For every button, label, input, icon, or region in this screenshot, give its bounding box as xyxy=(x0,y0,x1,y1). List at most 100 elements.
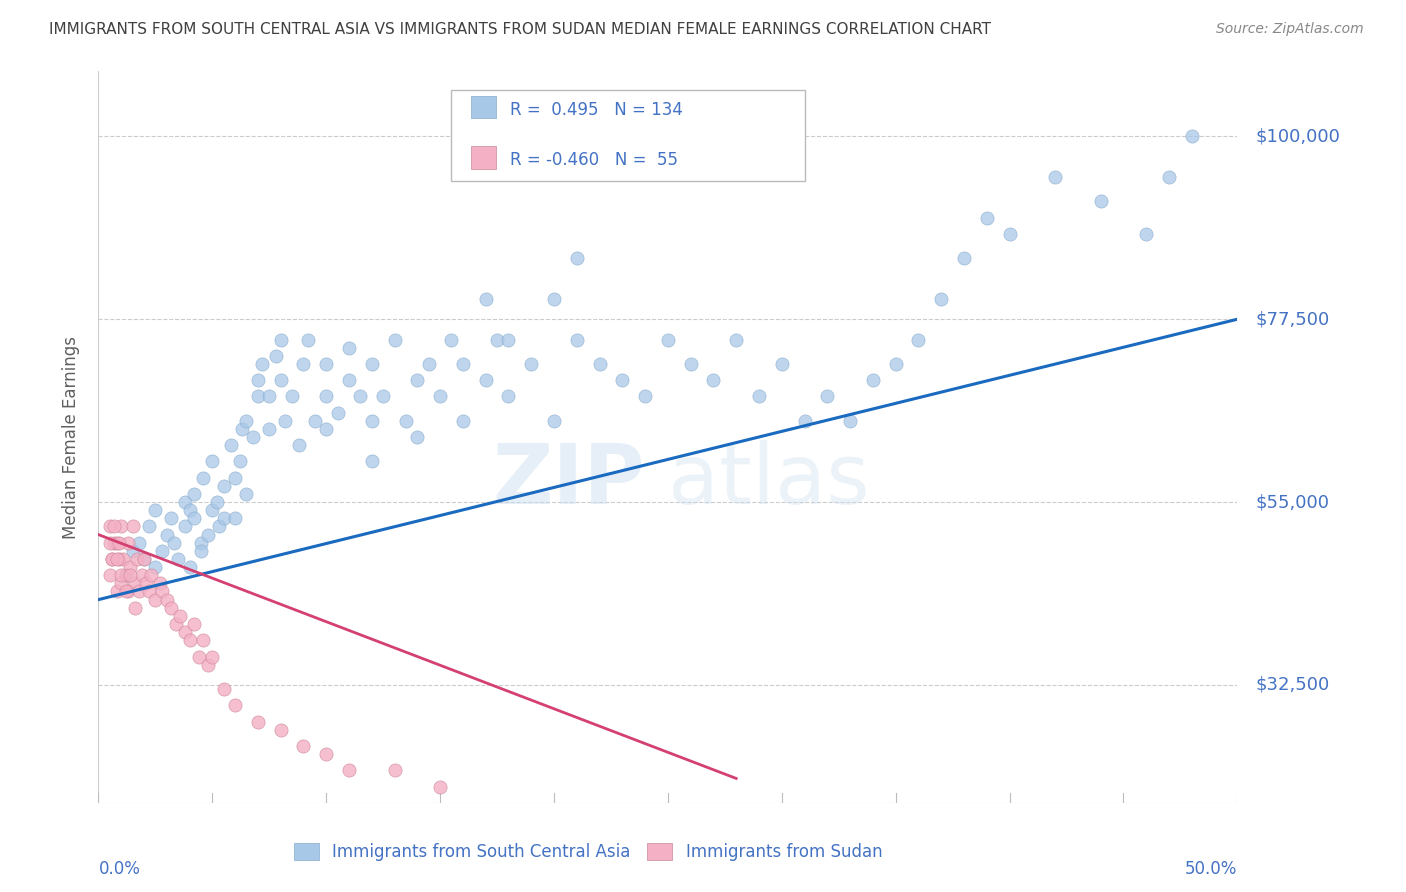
Point xyxy=(565,333,588,347)
Point xyxy=(98,535,121,549)
Text: Source: ZipAtlas.com: Source: ZipAtlas.com xyxy=(1216,22,1364,37)
Point xyxy=(101,552,124,566)
Point xyxy=(815,389,838,403)
Text: atlas: atlas xyxy=(668,441,869,522)
Point xyxy=(120,560,142,574)
Point xyxy=(264,349,287,363)
Point xyxy=(103,519,125,533)
Point xyxy=(208,519,231,533)
Point xyxy=(128,535,150,549)
Point xyxy=(1181,129,1204,144)
Point xyxy=(679,357,702,371)
Point xyxy=(315,422,337,436)
Point xyxy=(105,535,128,549)
Point xyxy=(193,471,215,485)
Point xyxy=(360,357,382,371)
Point xyxy=(138,519,160,533)
Point xyxy=(183,487,205,501)
Point xyxy=(1157,169,1180,184)
Text: $77,500: $77,500 xyxy=(1256,310,1330,328)
Point xyxy=(156,592,179,607)
Point xyxy=(360,454,382,468)
Point xyxy=(165,617,187,632)
Point xyxy=(120,568,142,582)
Point xyxy=(274,414,297,428)
Point xyxy=(270,333,292,347)
Point xyxy=(246,714,269,729)
Point xyxy=(114,568,136,582)
Point xyxy=(315,389,337,403)
Text: R = -0.460   N =  55: R = -0.460 N = 55 xyxy=(509,152,678,169)
Point xyxy=(702,373,724,387)
Point xyxy=(270,373,292,387)
Point xyxy=(183,511,205,525)
Point xyxy=(565,252,588,266)
Point xyxy=(124,600,146,615)
Point xyxy=(429,389,451,403)
Text: $55,000: $55,000 xyxy=(1256,493,1330,511)
Point xyxy=(474,292,496,306)
Point xyxy=(98,568,121,582)
Point xyxy=(252,357,274,371)
Point xyxy=(793,414,815,428)
Point xyxy=(224,511,246,525)
Point xyxy=(228,454,250,468)
Point xyxy=(770,357,793,371)
Point xyxy=(179,633,201,648)
Text: 50.0%: 50.0% xyxy=(1185,860,1237,878)
Point xyxy=(224,471,246,485)
Point xyxy=(114,584,136,599)
Point xyxy=(135,576,157,591)
Point xyxy=(179,560,201,574)
Point xyxy=(212,681,235,696)
Point xyxy=(197,657,219,672)
Point xyxy=(288,438,311,452)
Point xyxy=(224,698,246,713)
Point xyxy=(110,519,132,533)
Text: 0.0%: 0.0% xyxy=(98,860,141,878)
Point xyxy=(219,438,242,452)
Point xyxy=(124,576,146,591)
Point xyxy=(259,422,281,436)
Point xyxy=(212,511,235,525)
Point xyxy=(174,625,197,640)
Point xyxy=(304,414,326,428)
Point xyxy=(259,389,281,403)
Point xyxy=(179,503,201,517)
Point xyxy=(418,357,440,371)
Point xyxy=(174,495,197,509)
Point xyxy=(440,333,463,347)
Legend: Immigrants from South Central Asia, Immigrants from Sudan: Immigrants from South Central Asia, Immi… xyxy=(287,836,889,868)
Point xyxy=(297,333,319,347)
Point xyxy=(498,389,520,403)
FancyBboxPatch shape xyxy=(471,146,496,169)
Text: R =  0.495   N = 134: R = 0.495 N = 134 xyxy=(509,101,682,119)
Point xyxy=(998,227,1021,241)
Point xyxy=(281,389,304,403)
Text: IMMIGRANTS FROM SOUTH CENTRAL ASIA VS IMMIGRANTS FROM SUDAN MEDIAN FEMALE EARNIN: IMMIGRANTS FROM SOUTH CENTRAL ASIA VS IM… xyxy=(49,22,991,37)
Point xyxy=(167,552,190,566)
Point xyxy=(395,414,418,428)
Point xyxy=(474,373,496,387)
Point xyxy=(588,357,610,371)
Point xyxy=(1135,227,1157,241)
Point xyxy=(235,487,257,501)
Point xyxy=(197,527,219,541)
Point xyxy=(121,519,143,533)
Point xyxy=(114,568,136,582)
Point xyxy=(139,568,162,582)
Y-axis label: Median Female Earnings: Median Female Earnings xyxy=(62,335,80,539)
Point xyxy=(634,389,657,403)
Point xyxy=(543,292,565,306)
Point xyxy=(360,414,382,428)
Point xyxy=(121,544,143,558)
Point xyxy=(1043,169,1066,184)
Point xyxy=(406,373,429,387)
Point xyxy=(384,764,406,778)
Point xyxy=(929,292,952,306)
Point xyxy=(128,584,150,599)
Point xyxy=(131,568,153,582)
Point xyxy=(150,544,173,558)
Point xyxy=(349,389,371,403)
Point xyxy=(117,584,139,599)
